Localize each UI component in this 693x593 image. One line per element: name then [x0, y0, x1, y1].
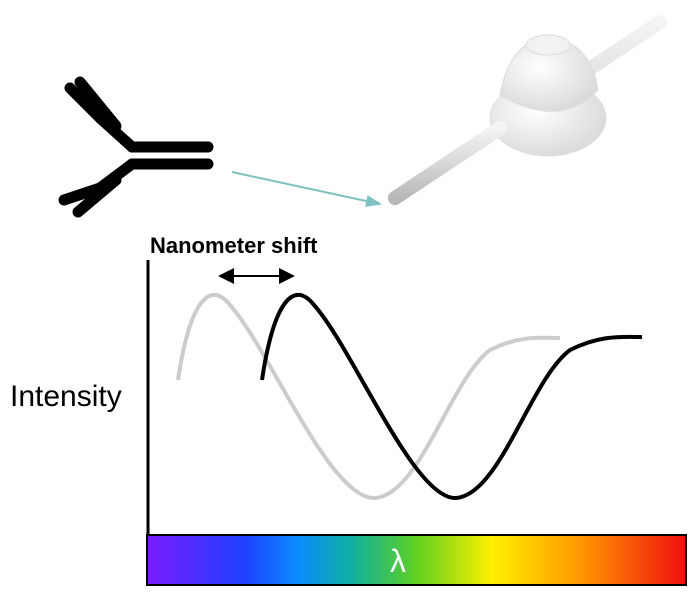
- antibody-icon: [58, 76, 214, 218]
- spectrum-bar: [146, 534, 687, 586]
- sensor-image: [388, 15, 667, 205]
- lambda-label: λ: [390, 543, 406, 579]
- spectrum-before: [176, 292, 561, 501]
- shift-label: Nanometer shift: [150, 233, 318, 258]
- spectrum-after: [260, 292, 643, 501]
- arrow: [231, 171, 382, 207]
- y-axis-label: Intensity: [10, 380, 122, 413]
